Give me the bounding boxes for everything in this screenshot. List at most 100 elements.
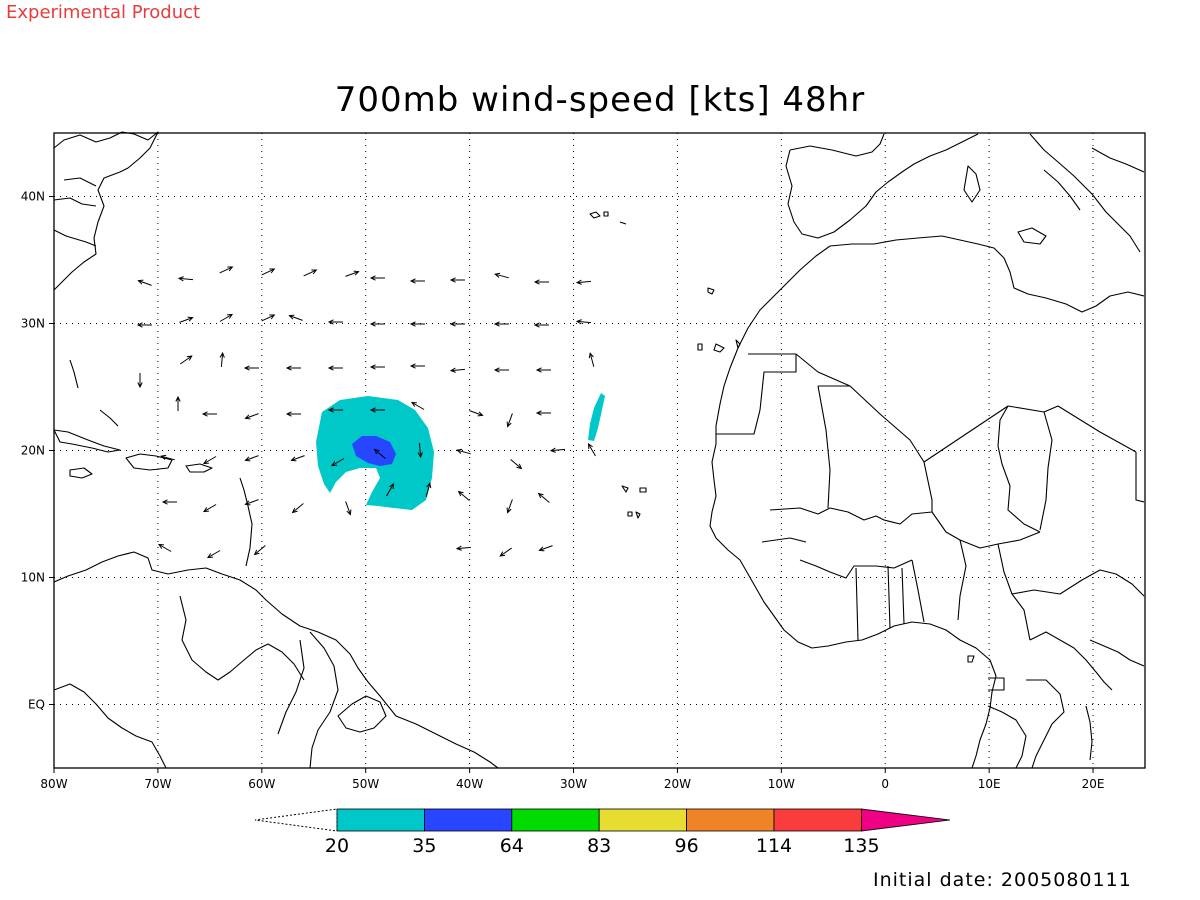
wind-arrow bbox=[303, 269, 318, 277]
wind-arrow bbox=[136, 322, 152, 328]
wind-arrow bbox=[244, 455, 259, 462]
wind-arrow bbox=[160, 454, 175, 461]
lon-tick-label: 30W bbox=[560, 777, 587, 791]
wind-arrow bbox=[261, 268, 276, 276]
wind-arrow bbox=[137, 373, 143, 389]
wind-arrow bbox=[457, 490, 470, 501]
wind-arrow bbox=[538, 545, 553, 552]
wind-arrow bbox=[510, 459, 523, 470]
wind-arrow bbox=[386, 482, 395, 497]
wind-arrow bbox=[291, 503, 304, 514]
colorbar-label: 96 bbox=[675, 835, 699, 857]
wind-arrow bbox=[290, 455, 305, 462]
colorbar-label: 20 bbox=[325, 835, 349, 857]
wind-arrow bbox=[455, 545, 472, 551]
experimental-product-label: Experimental Product bbox=[6, 2, 201, 23]
lon-tick-label: 20E bbox=[1082, 777, 1105, 791]
wind-arrow bbox=[469, 410, 484, 417]
lon-tick-label: 80W bbox=[40, 777, 67, 791]
axis-ticks: 80W 70W 60W 50W 40W 30W 20W 10W 0 10E 20E 40N 30N 20N… bbox=[21, 190, 1105, 792]
lon-tick-label: 50W bbox=[352, 777, 379, 791]
wind-arrow bbox=[417, 442, 423, 459]
wind-arrow bbox=[575, 319, 592, 325]
wind-arrow bbox=[587, 442, 596, 457]
lat-lon-grid bbox=[54, 133, 1145, 768]
wind-arrow bbox=[219, 313, 234, 322]
lat-tick-label: EQ bbox=[28, 698, 45, 712]
wind-arrow bbox=[588, 352, 595, 367]
initial-date: Initial date: 2005080111 bbox=[873, 869, 1132, 891]
wind-arrow bbox=[494, 272, 509, 279]
lon-tick-label: 10W bbox=[768, 777, 795, 791]
wind-arrow bbox=[206, 550, 221, 559]
colorbar-swatch bbox=[598, 808, 688, 832]
wind-arrow bbox=[369, 364, 385, 370]
wind-arrow bbox=[533, 322, 549, 328]
wind-arrow bbox=[202, 456, 217, 465]
wind-arrow bbox=[244, 413, 259, 420]
lat-tick-label: 30N bbox=[21, 317, 45, 331]
wind-arrow bbox=[285, 365, 301, 371]
lon-tick-label: 10E bbox=[978, 777, 1001, 791]
wind-arrow bbox=[425, 482, 432, 497]
wind-arrow bbox=[327, 365, 343, 371]
wind-arrow bbox=[219, 266, 234, 274]
wind-arrow bbox=[493, 321, 509, 327]
wind-arrow bbox=[499, 547, 513, 557]
wind-arrow bbox=[409, 321, 425, 327]
map-frame bbox=[53, 132, 1146, 769]
lon-tick-label: 20W bbox=[664, 777, 691, 791]
lon-tick-label: 60W bbox=[248, 777, 275, 791]
wind-arrow bbox=[373, 448, 386, 459]
wind-arrow bbox=[177, 276, 194, 282]
colorbar-label: 64 bbox=[500, 835, 524, 857]
lon-tick-label: 40W bbox=[456, 777, 483, 791]
wind-arrow bbox=[449, 321, 465, 327]
wind-vectors bbox=[136, 266, 596, 559]
coastlines bbox=[53, 131, 1145, 769]
wind-arrow bbox=[456, 448, 471, 455]
chart-title: 700mb wind-speed [kts] 48hr bbox=[334, 80, 866, 120]
wind-arrow bbox=[175, 395, 181, 411]
wind-arrow bbox=[244, 499, 259, 506]
wind-arrow bbox=[369, 321, 385, 327]
colorbar-label: 35 bbox=[412, 835, 436, 857]
wind-arrow bbox=[219, 351, 225, 368]
wind-arrow bbox=[575, 279, 592, 285]
colorbar-extend-high bbox=[861, 808, 951, 832]
wind-arrow bbox=[345, 270, 360, 277]
wind-arrow bbox=[137, 279, 152, 286]
lat-tick-label: 20N bbox=[21, 444, 45, 458]
wind-arrow bbox=[288, 314, 303, 321]
wind-arrow bbox=[369, 275, 385, 281]
wind-arrow bbox=[253, 545, 266, 556]
colorbar-swatch bbox=[511, 808, 600, 832]
wind-arrow bbox=[493, 367, 509, 373]
wind-arrow bbox=[409, 278, 425, 284]
lon-tick-label: 0 bbox=[881, 777, 889, 791]
wind-arrow bbox=[449, 277, 465, 283]
wind-arrow bbox=[537, 492, 550, 503]
wind-arrow bbox=[261, 314, 276, 322]
wind-arrow bbox=[369, 407, 385, 413]
wind-arrow bbox=[243, 365, 259, 371]
colorbar: 20 35 64 83 96 114 135 bbox=[254, 808, 951, 857]
wind-20kt-area-east bbox=[588, 393, 605, 441]
wind-arrow bbox=[202, 504, 217, 513]
wind-arrow bbox=[535, 367, 551, 373]
wind-arrow bbox=[410, 401, 425, 410]
wind-arrow bbox=[285, 411, 301, 417]
colorbar-extend-low bbox=[254, 808, 338, 832]
wind-arrow bbox=[345, 501, 352, 516]
wind-arrow bbox=[549, 447, 566, 453]
colorbar-swatch bbox=[423, 808, 513, 832]
wind-arrow bbox=[179, 355, 193, 365]
wind-arrow bbox=[157, 543, 172, 552]
lat-tick-label: 10N bbox=[21, 571, 45, 585]
wind-arrow bbox=[179, 316, 194, 323]
wind-arrow bbox=[506, 413, 513, 428]
wind-arrow bbox=[533, 279, 549, 285]
colorbar-label: 83 bbox=[587, 835, 611, 857]
wind-arrow bbox=[327, 319, 343, 325]
